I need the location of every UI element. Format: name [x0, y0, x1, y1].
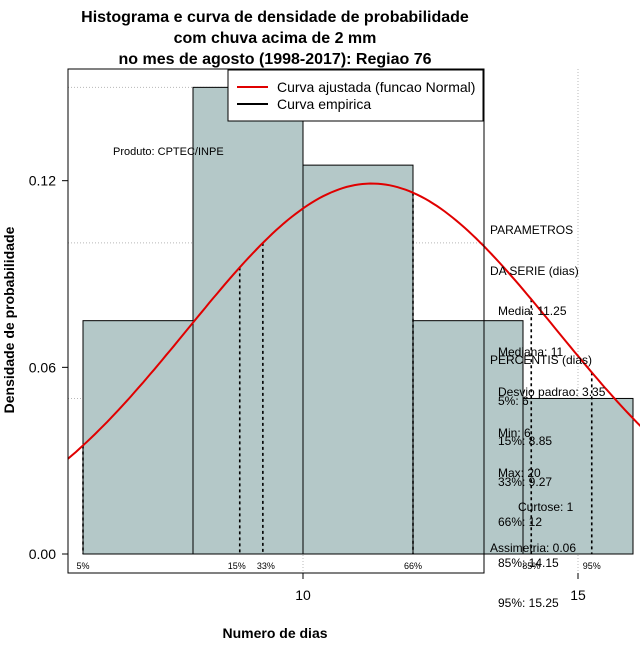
percentile-label: 5%: [76, 561, 89, 571]
x-axis-label: Numero de dias: [222, 625, 327, 641]
product-annotation: Produto: CPTEC/INPE: [113, 146, 224, 158]
params-title-2: DA SERIE (dias): [490, 263, 579, 278]
normal-curve: [67, 182, 640, 460]
percentiles-block: PERCENTIS (dias) 5%: 6 15%: 8.85 33%: 9.…: [490, 327, 592, 624]
legend: Curva ajustada (funcao Normal)Curva empi…: [227, 69, 484, 122]
title-line: Histograma e curva de densidade de proba…: [81, 9, 469, 26]
param-desvio: Desvio padrao: 3.35: [498, 385, 606, 399]
legend-box: [227, 69, 484, 122]
x-tick-label: 15: [570, 587, 586, 603]
percentile-label: 95%: [583, 561, 601, 571]
y-axis-label: Densidade de probabilidade: [1, 226, 17, 413]
assimetria-value: Assimetria: 0.06: [490, 540, 577, 555]
percentile-label: 15%: [228, 561, 246, 571]
percentil-95: 95%: 15.25: [498, 596, 559, 610]
percentile-label: 66%: [404, 561, 422, 571]
params-title-1: PARAMETROS: [490, 223, 574, 237]
plot-box: [67, 68, 485, 574]
param-mediana: Mediana: 11: [498, 344, 564, 359]
legend-label: Curva empirica: [277, 96, 371, 112]
y-tick-label: 0.18: [29, 0, 56, 2]
percentil-33: 33%: 9.27: [498, 474, 553, 489]
param-min: Min: 6: [498, 425, 531, 440]
histogram-bar: [522, 397, 634, 555]
percentile-label: 33%: [257, 561, 275, 571]
normal-curve-line: [67, 182, 640, 460]
percentil-5: 5%: 6: [498, 393, 529, 408]
histogram-bars: [82, 86, 634, 555]
param-max: Max: 20: [498, 466, 541, 480]
percentil-66: 66%: 12: [498, 515, 543, 529]
y-tick-label: 0.00: [29, 546, 56, 562]
x-tick-label: 10: [295, 587, 311, 603]
percentil-15: 15%: 8.85: [498, 434, 553, 448]
histogram-bar: [82, 320, 194, 555]
param-media: Media: 11.25: [498, 304, 567, 318]
legend-label: Curva ajustada (funcao Normal): [277, 79, 475, 95]
curtose-value: Curtose: 1: [518, 500, 574, 514]
y-tick-label: 0.06: [29, 359, 56, 375]
title-line: no mes de agosto (1998-2017): Regiao 76: [119, 51, 432, 68]
chart-title: Histograma e curva de densidade de proba…: [81, 9, 469, 68]
title-line: com chuva acima de 2 mm: [174, 30, 377, 47]
histogram-bar: [192, 86, 304, 555]
histogram-bar: [412, 320, 524, 555]
series-parameters: PARAMETROS DA SERIE (dias) Media: 11.25 …: [490, 197, 605, 494]
percentil-85: 85%: 14.15: [498, 555, 559, 570]
shape-stats: Curtose: 1 Assimetria: 0.06: [490, 474, 576, 569]
percentis-title: PERCENTIS (dias): [490, 353, 593, 367]
percentile-label: 85%: [522, 561, 540, 571]
histogram-bar: [302, 164, 414, 555]
y-tick-label: 0.12: [29, 173, 56, 189]
axes: 1015200.000.060.120.18: [29, 0, 586, 603]
percentile-lines: 5% 15% 33% 66% 85% 95%: [76, 192, 601, 571]
